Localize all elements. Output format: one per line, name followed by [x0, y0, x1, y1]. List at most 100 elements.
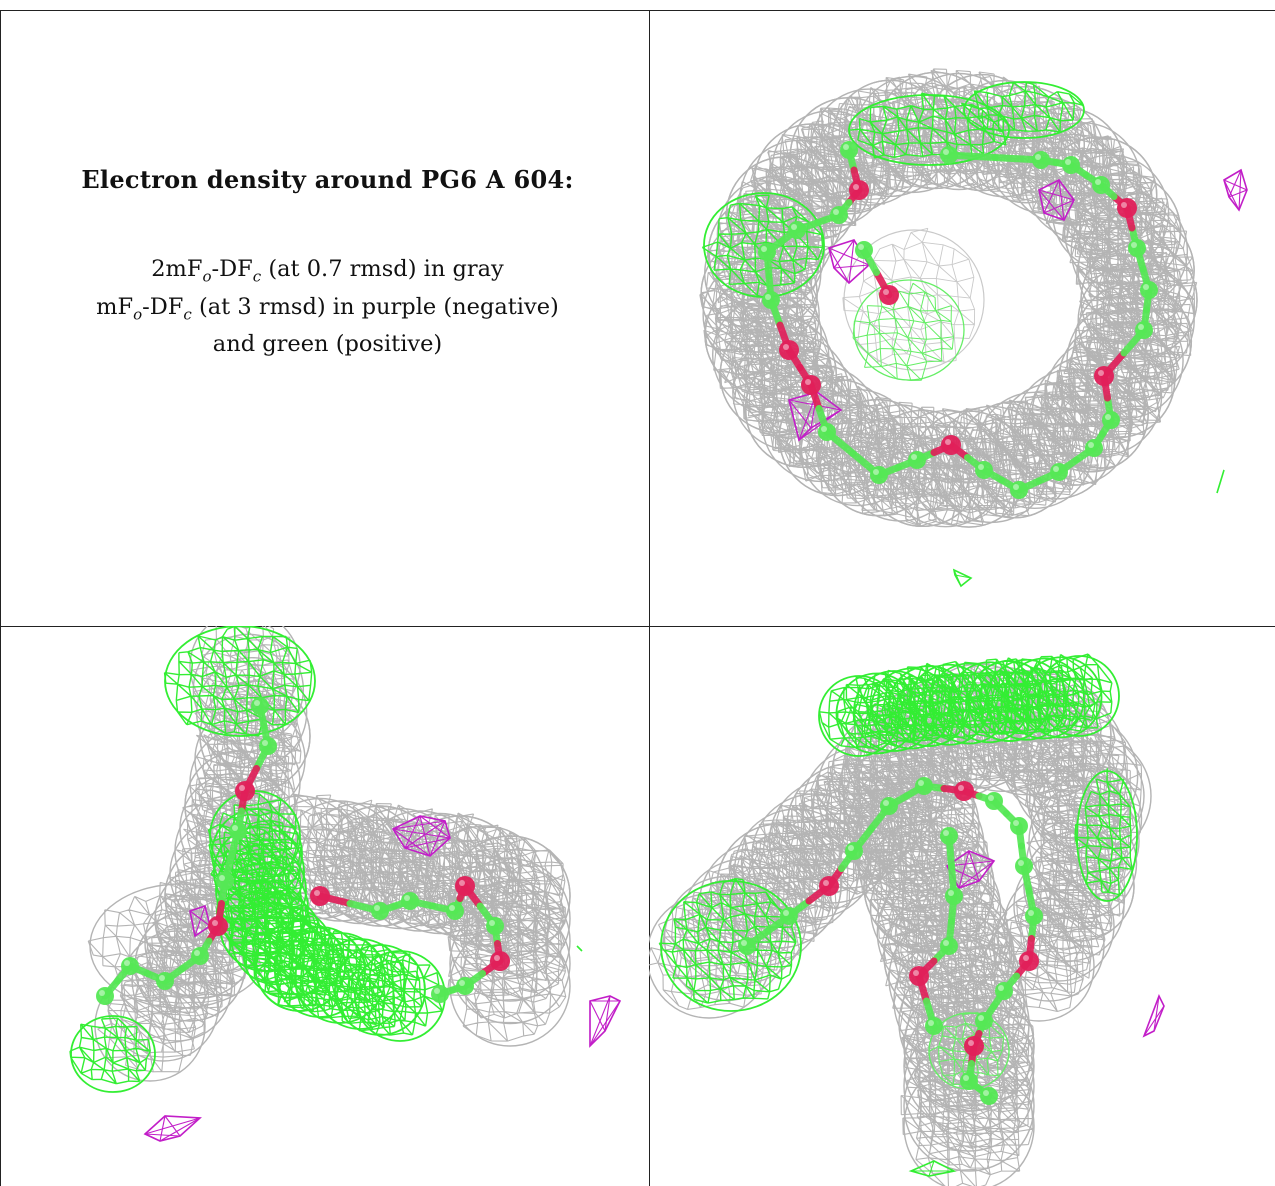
oxygen-atom: [941, 435, 961, 455]
oxygen-atom: [801, 375, 821, 395]
carbon-atom: [995, 982, 1013, 1000]
purple-mesh-upper: [1038, 178, 1075, 221]
gray-density-mesh: [87, 626, 571, 1082]
branch-vertical-mesh: [94, 626, 311, 1082]
oxygen-atom: [909, 966, 929, 986]
caption-cell: Electron density around PG6 A 604: 2mFo-…: [0, 0, 649, 626]
purple-mesh-right: [1223, 168, 1248, 212]
oxygen-atom: [1094, 366, 1114, 386]
carbon-atom: [975, 461, 993, 479]
carbon-atom: [121, 957, 139, 975]
carbon-atom: [788, 221, 806, 239]
carbon-atom: [259, 737, 277, 755]
carbon-atom: [940, 146, 958, 164]
carbon-atom: [1015, 857, 1033, 875]
ball-and-stick-model: [96, 697, 510, 1005]
purple-mesh-right: [589, 995, 622, 1048]
carbon-atom: [446, 902, 464, 920]
border-top: [0, 10, 1275, 11]
carbon-atom: [738, 937, 756, 955]
green-mesh-top: [818, 653, 1120, 757]
density-view-folded: [649, 626, 1275, 1186]
carbon-atom: [156, 972, 174, 990]
carbon-atom: [780, 907, 798, 925]
branch-molecule-svg: [69, 626, 622, 1142]
carbon-atom: [758, 243, 776, 261]
purple-mesh-center: [945, 850, 996, 889]
carbon-atom: [456, 977, 474, 995]
carbon-atom: [870, 466, 888, 484]
purple-mesh-bottom: [143, 1115, 202, 1142]
carbon-atom: [855, 241, 873, 259]
carbon-atom: [940, 937, 958, 955]
oxygen-atom: [310, 886, 330, 906]
green-positive-mesh: [658, 653, 1138, 1177]
carbon-atom: [975, 1012, 993, 1030]
carbon-atom: [486, 917, 504, 935]
carbon-atom: [1102, 411, 1120, 429]
carbon-atom: [908, 451, 926, 469]
caption-title: Electron density around PG6 A 604:: [81, 165, 574, 194]
caption-diff-map: mFo-DFc (at 3 rmsd) in purple (negative): [96, 293, 559, 324]
green-mesh-band: [207, 790, 446, 1042]
folded-ball-and-stick: [738, 777, 1043, 1105]
green-mesh-center: [852, 279, 965, 381]
carbon-atom: [880, 797, 898, 815]
carbon-atom: [1140, 281, 1158, 299]
carbon-atom: [1032, 151, 1050, 169]
oxygen-atom: [819, 876, 839, 896]
green-positive-mesh: [69, 626, 583, 1093]
carbon-atom: [762, 291, 780, 309]
green-fragment-bottom: [952, 568, 973, 588]
carbon-atom: [830, 206, 848, 224]
purple-mesh-right: [1142, 994, 1165, 1038]
carbon-atom: [401, 892, 419, 910]
oxygen-atom: [235, 781, 255, 801]
carbon-atom: [840, 141, 858, 159]
carbon-atom: [945, 887, 963, 905]
carbon-atom: [985, 792, 1003, 810]
folded-lower-mesh: [840, 739, 1035, 1186]
carbon-atom: [1135, 321, 1153, 339]
carbon-atom: [96, 987, 114, 1005]
caption: Electron density around PG6 A 604: 2mFo-…: [40, 165, 615, 359]
green-fragment-bottom: [908, 1160, 957, 1177]
carbon-atom: [1010, 481, 1028, 499]
carbon-atom: [915, 777, 933, 795]
carbon-atom: [1085, 439, 1103, 457]
green-mesh-left: [658, 878, 802, 1012]
gray-density-mesh: [649, 661, 1152, 1186]
carbon-atom: [1128, 239, 1146, 257]
oxygen-atom: [1019, 951, 1039, 971]
green-mesh-right: [1074, 768, 1138, 902]
ball-and-stick-model: [738, 777, 1043, 1105]
branch-horizontal-mesh-segment: [446, 924, 571, 1047]
green-mesh-top-right: [960, 81, 1085, 139]
carbon-atom: [818, 423, 836, 441]
carbon-atom: [1025, 907, 1043, 925]
oxygen-atom: [1117, 198, 1137, 218]
carbon-atom: [925, 1017, 943, 1035]
carbon-atom: [216, 872, 234, 890]
ring-ball-and-stick: [758, 141, 1158, 499]
caption-gray-map: 2mFo-DFc (at 0.7 rmsd) in gray: [151, 256, 504, 286]
green-mesh-top-segment: [1036, 653, 1120, 737]
carbon-atom: [431, 985, 449, 1003]
carbon-atom: [1062, 156, 1080, 174]
branch-ball-and-stick: [96, 697, 510, 1005]
carbon-atom: [191, 947, 209, 965]
carbon-atom: [1092, 176, 1110, 194]
folded-lower-mesh-segment: [846, 758, 980, 892]
green-fragment-right: [1216, 469, 1225, 494]
ring-density-mesh: [699, 68, 1198, 528]
oxygen-atom: [849, 180, 869, 200]
oxygen-atom: [964, 1036, 984, 1056]
branch-horizontal-mesh-segment: [317, 803, 441, 927]
gray-density-mesh: [699, 68, 1198, 528]
folded-molecule-svg: [649, 653, 1165, 1186]
purple-mesh-left: [828, 239, 871, 285]
ring-molecule-svg: [699, 68, 1248, 588]
density-view-branch: [0, 626, 649, 1186]
oxygen-atom: [779, 340, 799, 360]
carbon-atom: [229, 822, 247, 840]
